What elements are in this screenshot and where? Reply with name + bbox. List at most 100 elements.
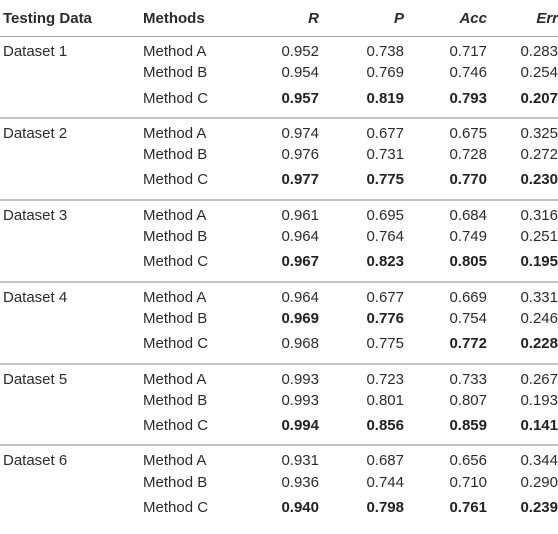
dataset-spacer [0,472,138,497]
dataset-spacer [0,226,138,251]
table-row: Method B 0.936 0.744 0.710 0.290 [0,472,558,497]
cell-r: 0.994 [245,415,323,447]
dataset-label: Dataset 5 [3,370,68,388]
cell-r: 0.993 [281,370,319,388]
method-label: Method B [143,473,208,491]
cell-p: 0.856 [323,415,408,447]
cell-r: 0.954 [281,64,319,82]
table-row: Method C 0.967 0.823 0.805 0.195 [0,251,558,283]
method-label: Method B [143,146,208,164]
dataset-spacer [0,308,138,333]
cell-r: 0.931 [281,452,319,470]
dataset-spacer [0,144,138,169]
cell-err: 0.325 [520,124,558,142]
method-label: Method A [143,43,207,60]
table-row: Method B 0.969 0.776 0.754 0.246 [0,308,558,333]
cell-err: 0.267 [520,370,558,388]
cell-r: 0.964 [281,228,319,246]
cell-r: 0.969 [281,309,319,327]
cell-p: 0.798 [366,499,404,517]
cell-acc: 0.772 [408,333,491,365]
cell-acc: 0.684 [449,206,487,224]
cell-r: 0.952 [281,43,319,60]
cell-acc: 0.656 [449,452,487,470]
header-acc: Acc [408,0,491,37]
cell-err: 0.207 [491,87,558,119]
cell-r: 0.967 [245,251,323,283]
dataset-spacer [0,415,138,447]
cell-p: 0.775 [323,169,408,201]
dataset-spacer [0,333,138,365]
dataset-label: Dataset 6 [3,452,68,470]
cell-err: 0.195 [491,251,558,283]
method-label: Method C [138,415,245,447]
cell-p: 0.687 [366,452,404,470]
cell-p: 0.738 [366,43,404,60]
table-row: Dataset 2 Method A 0.974 0.677 0.675 0.325 [0,118,558,144]
cell-err: 0.283 [520,43,558,60]
dataset-label: Dataset 1 [3,43,68,60]
method-label: Method B [143,64,208,82]
cell-acc: 0.717 [449,43,487,60]
cell-err: 0.246 [520,309,558,327]
cell-err: 0.316 [520,206,558,224]
cell-err: 0.290 [520,473,558,491]
dataset-spacer [0,497,138,526]
table-row: Dataset 6 Method A 0.931 0.687 0.656 0.344 [0,445,558,471]
cell-acc: 0.859 [408,415,491,447]
cell-err: 0.228 [491,333,558,365]
cell-p: 0.801 [366,391,404,409]
table-row: Method C 0.994 0.856 0.859 0.141 [0,415,558,447]
table-row: Method C 0.977 0.775 0.770 0.230 [0,169,558,201]
cell-acc: 0.807 [449,391,487,409]
cell-err: 0.230 [491,169,558,201]
cell-p: 0.731 [366,146,404,164]
method-label: Method A [143,206,207,224]
cell-r: 0.957 [245,87,323,119]
cell-err: 0.254 [520,64,558,82]
cell-err: 0.141 [491,415,558,447]
cell-acc: 0.710 [449,473,487,491]
method-label: Method C [143,499,209,517]
cell-p: 0.764 [366,228,404,246]
header-r: R [245,0,323,37]
cell-acc: 0.746 [449,64,487,82]
cell-r: 0.961 [281,206,319,224]
table-row: Method B 0.954 0.769 0.746 0.254 [0,62,558,87]
method-label: Method C [138,251,245,283]
dataset-spacer [0,87,138,119]
cell-acc: 0.733 [449,370,487,388]
method-label: Method A [143,452,207,470]
header-row: Testing Data Methods R P Acc Err [0,0,558,37]
method-label: Method A [143,370,207,388]
cell-acc: 0.669 [449,288,487,306]
table-row: Method C 0.968 0.775 0.772 0.228 [0,333,558,365]
cell-r: 0.977 [245,169,323,201]
cell-r: 0.976 [281,146,319,164]
cell-acc: 0.770 [408,169,491,201]
dataset-spacer [0,390,138,415]
method-label: Method A [143,288,207,306]
table-body: Dataset 1 Method A 0.952 0.738 0.717 0.283 Met… [0,37,558,527]
cell-r: 0.993 [281,391,319,409]
cell-p: 0.695 [366,206,404,224]
cell-p: 0.775 [323,333,408,365]
cell-acc: 0.793 [408,87,491,119]
header-methods: Methods [138,0,245,37]
table-row: Dataset 3 Method A 0.961 0.695 0.684 0.316 [0,200,558,226]
cell-p: 0.823 [323,251,408,283]
cell-p: 0.819 [323,87,408,119]
cell-err: 0.239 [520,499,558,517]
cell-acc: 0.761 [449,499,487,517]
header-testing-data: Testing Data [0,0,138,37]
method-label: Method C [138,87,245,119]
table-row: Dataset 5 Method A 0.993 0.723 0.733 0.267 [0,364,558,390]
cell-acc: 0.728 [449,146,487,164]
cell-err: 0.251 [520,228,558,246]
cell-acc: 0.754 [449,309,487,327]
cell-p: 0.677 [366,124,404,142]
table-header: Testing Data Methods R P Acc Err [0,0,558,37]
cell-acc: 0.675 [449,124,487,142]
dataset-label: Dataset 3 [3,206,68,224]
